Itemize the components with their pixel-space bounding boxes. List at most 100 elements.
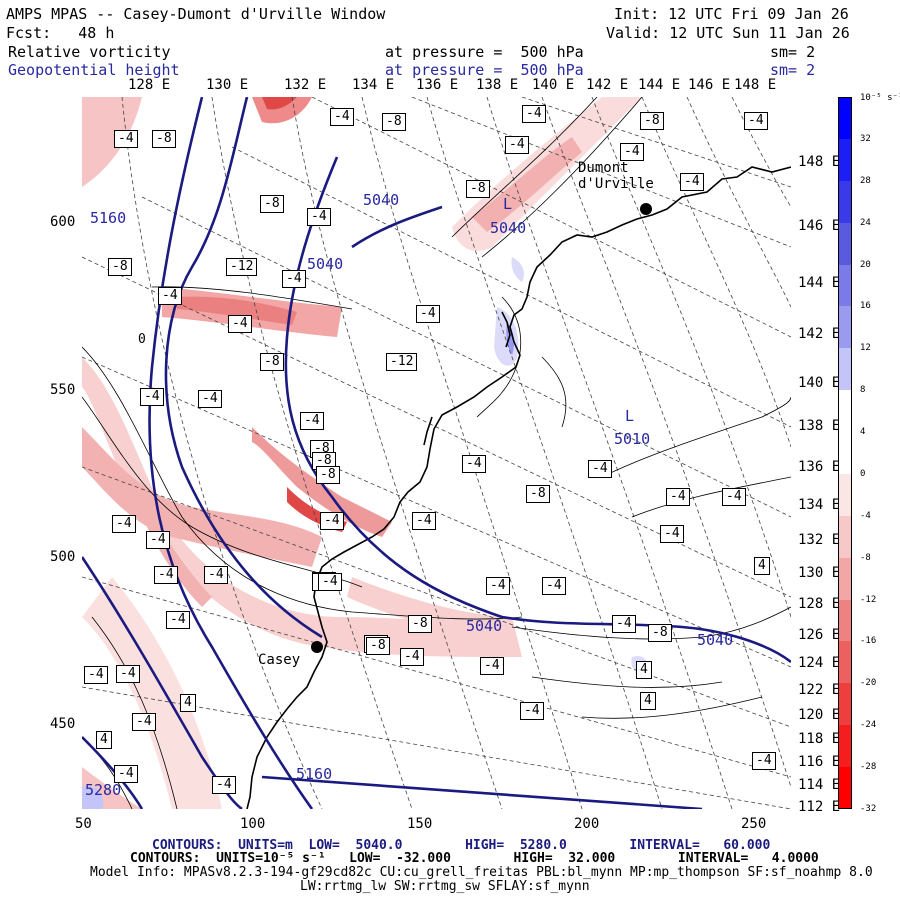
footer-vorticity-contours: CONTOURS: UNITS=10⁻⁵ s⁻¹ LOW= -32.000 HI…: [130, 851, 819, 866]
lon-label: 138 E: [798, 418, 841, 434]
colorbar-swatch: [838, 138, 852, 182]
colorbar-swatch: [838, 641, 852, 684]
colorbar-label: 0: [860, 468, 866, 479]
lon-label: 126 E: [798, 627, 841, 643]
vorticity-label: -4: [330, 108, 354, 126]
figure-title: AMPS MPAS -- Casey-Dumont d'Urville Wind…: [6, 5, 386, 23]
vorticity-label: -4: [588, 460, 612, 478]
vorticity-label: -8: [260, 195, 284, 213]
colorbar-label: -32: [860, 804, 877, 814]
height-label: 5160: [296, 765, 333, 783]
vorticity-label: -4: [198, 390, 222, 408]
lon-label: 136 E: [416, 77, 459, 93]
lon-label: 112 E: [798, 799, 841, 815]
vorticity-label: -8: [312, 452, 336, 470]
lon-label: 140 E: [532, 77, 575, 93]
vorticity-label: -4: [612, 615, 636, 633]
colorbar-swatch: [838, 473, 852, 517]
vorticity-label: -8: [640, 112, 664, 130]
colorbar-label: 32: [860, 133, 871, 144]
vorticity-label: -4: [660, 525, 684, 543]
y-tick-label: 600: [50, 214, 76, 230]
lon-label: 134 E: [352, 77, 395, 93]
x-tick-label: 50: [75, 816, 92, 832]
vorticity-label: -8: [408, 615, 432, 633]
lon-label: 130 E: [798, 565, 841, 581]
vorticity-label: -4: [140, 388, 164, 406]
x-tick-label: 150: [407, 816, 433, 832]
vorticity-label: -4: [282, 270, 306, 288]
init-time: Init: 12 UTC Fri 09 Jan 26: [614, 5, 849, 23]
lon-label: 148 E: [798, 154, 841, 170]
field1-level: at pressure = 500 hPa: [385, 43, 584, 61]
colorbar-label: 20: [860, 259, 871, 270]
vorticity-label: -4: [300, 412, 324, 430]
lon-label: 132 E: [284, 77, 327, 93]
y-tick-label: 450: [50, 716, 76, 732]
colorbar-label: 4: [860, 427, 866, 438]
lon-label: 116 E: [798, 754, 841, 770]
colorbar-label: 8: [860, 385, 866, 396]
footer-height-contours: CONTOURS: UNITS=m LOW= 5040.0 HIGH= 5280…: [152, 838, 771, 853]
casey-marker: [311, 641, 323, 653]
station-label-casey: Casey: [258, 652, 301, 668]
height-label: 5040: [697, 631, 734, 649]
field1-smoothing: sm= 2: [770, 43, 816, 61]
lon-label: 142 E: [798, 326, 841, 342]
footer-model-info: Model Info: MPASv8.2.3-194-gf29cd82c CU:…: [90, 865, 873, 880]
vorticity-label: -4: [84, 666, 108, 684]
vorticity-label: -4: [480, 657, 504, 675]
vorticity-label: -4: [146, 531, 170, 549]
lon-label: 136 E: [798, 459, 841, 475]
height-label: 5040: [466, 617, 503, 635]
lon-label: 130 E: [206, 77, 249, 93]
height-label: 5010: [614, 430, 651, 448]
vorticity-label: -4: [680, 173, 704, 191]
vorticity-label: -4: [520, 702, 544, 720]
colorbar-swatch: [838, 432, 852, 475]
lon-label: 114 E: [798, 777, 841, 793]
colorbar-swatch: [838, 515, 852, 559]
lon-label: 122 E: [798, 682, 841, 698]
vorticity-label: 4: [640, 692, 656, 710]
field2-smoothing: sm= 2: [770, 61, 816, 79]
vorticity-label: -4: [722, 488, 746, 506]
colorbar-swatch: [838, 725, 852, 768]
colorbar-swatch: [838, 767, 852, 810]
colorbar-swatch: [838, 390, 852, 433]
vorticity-label: -4: [307, 208, 331, 226]
colorbar-label: -4: [860, 510, 871, 521]
coastline: [246, 166, 791, 809]
vorticity-label: -4: [116, 665, 140, 683]
vorticity-label: -4: [486, 577, 510, 595]
colorbar-label: -20: [860, 678, 877, 689]
lon-label: 128 E: [798, 596, 841, 612]
colorbar-label: 16: [860, 301, 871, 312]
colorbar-label: -12: [860, 594, 877, 605]
lon-label: 146 E: [688, 77, 731, 93]
height-label: 5040: [490, 219, 527, 237]
vorticity-label: -8: [260, 353, 284, 371]
lon-label: 142 E: [586, 77, 629, 93]
graticule: [82, 97, 791, 809]
zero-contour-label: 0: [138, 332, 146, 347]
vorticity-contours: [82, 97, 791, 809]
vorticity-label: -4: [505, 136, 529, 154]
vorticity-label: -4: [412, 512, 436, 530]
height-label: 5040: [307, 255, 344, 273]
vorticity-label: -4: [522, 105, 546, 123]
lon-label: 140 E: [798, 375, 841, 391]
lon-label: 138 E: [476, 77, 519, 93]
vorticity-label: 4: [180, 694, 196, 712]
vorticity-label: -12: [386, 353, 418, 371]
colorbar-swatch: [838, 306, 852, 349]
x-tick-label: 250: [741, 816, 767, 832]
vorticity-map: [82, 97, 791, 809]
colorbar-swatch: [838, 264, 852, 307]
vorticity-label: -4: [204, 566, 228, 584]
colorbar-label: 28: [860, 175, 871, 186]
vorticity-label: 4: [96, 731, 112, 749]
height-label: 5280: [85, 781, 122, 799]
vorticity-label: -4: [212, 776, 236, 794]
height-label: 5160: [90, 209, 127, 227]
